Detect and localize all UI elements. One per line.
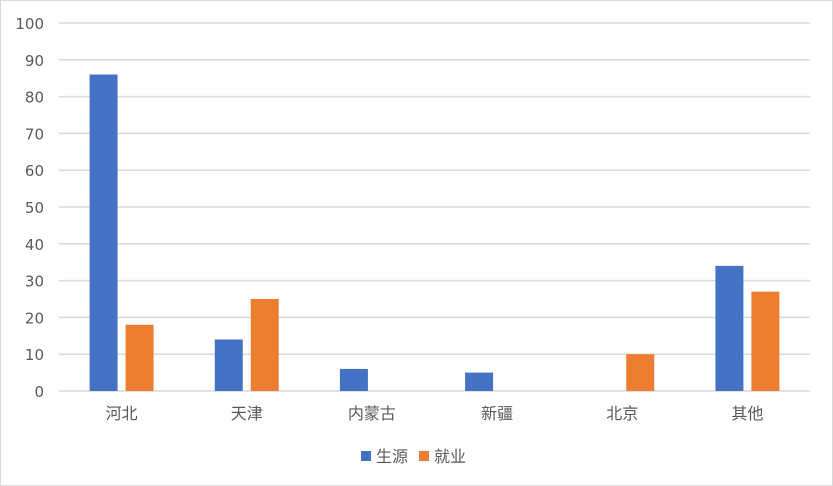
y-tick-label: 80	[25, 89, 44, 107]
legend-label: 就业	[434, 447, 466, 466]
y-tick-label: 10	[25, 346, 44, 364]
y-tick-label: 70	[25, 125, 44, 143]
y-tick-label: 50	[25, 199, 44, 217]
bar-就业-天津	[250, 299, 279, 391]
y-tick-label: 100	[15, 15, 44, 33]
bar-生源-天津	[214, 339, 243, 391]
x-tick-label: 河北	[106, 404, 138, 423]
x-tick-label: 其他	[731, 404, 763, 423]
bar-就业-北京	[626, 354, 655, 391]
bar-生源-新疆	[465, 372, 494, 391]
y-tick-label: 60	[25, 162, 44, 180]
x-tick-label: 天津	[231, 404, 263, 423]
x-tick-label: 新疆	[481, 404, 513, 423]
bar-就业-河北	[125, 324, 154, 391]
legend-swatch-生源	[361, 451, 371, 461]
y-tick-label: 30	[25, 273, 44, 291]
y-tick-label: 20	[25, 309, 44, 327]
bar-生源-其他	[715, 265, 744, 391]
legend-label: 生源	[376, 447, 408, 466]
bar-生源-河北	[89, 74, 118, 392]
x-tick-label: 内蒙古	[348, 404, 396, 423]
y-tick-label: 0	[34, 383, 44, 401]
y-tick-label: 40	[25, 236, 44, 254]
bar-生源-内蒙古	[339, 368, 368, 391]
x-tick-label: 北京	[606, 404, 638, 423]
bar-就业-其他	[751, 291, 780, 391]
legend-swatch-就业	[419, 451, 429, 461]
y-tick-label: 90	[25, 52, 44, 70]
